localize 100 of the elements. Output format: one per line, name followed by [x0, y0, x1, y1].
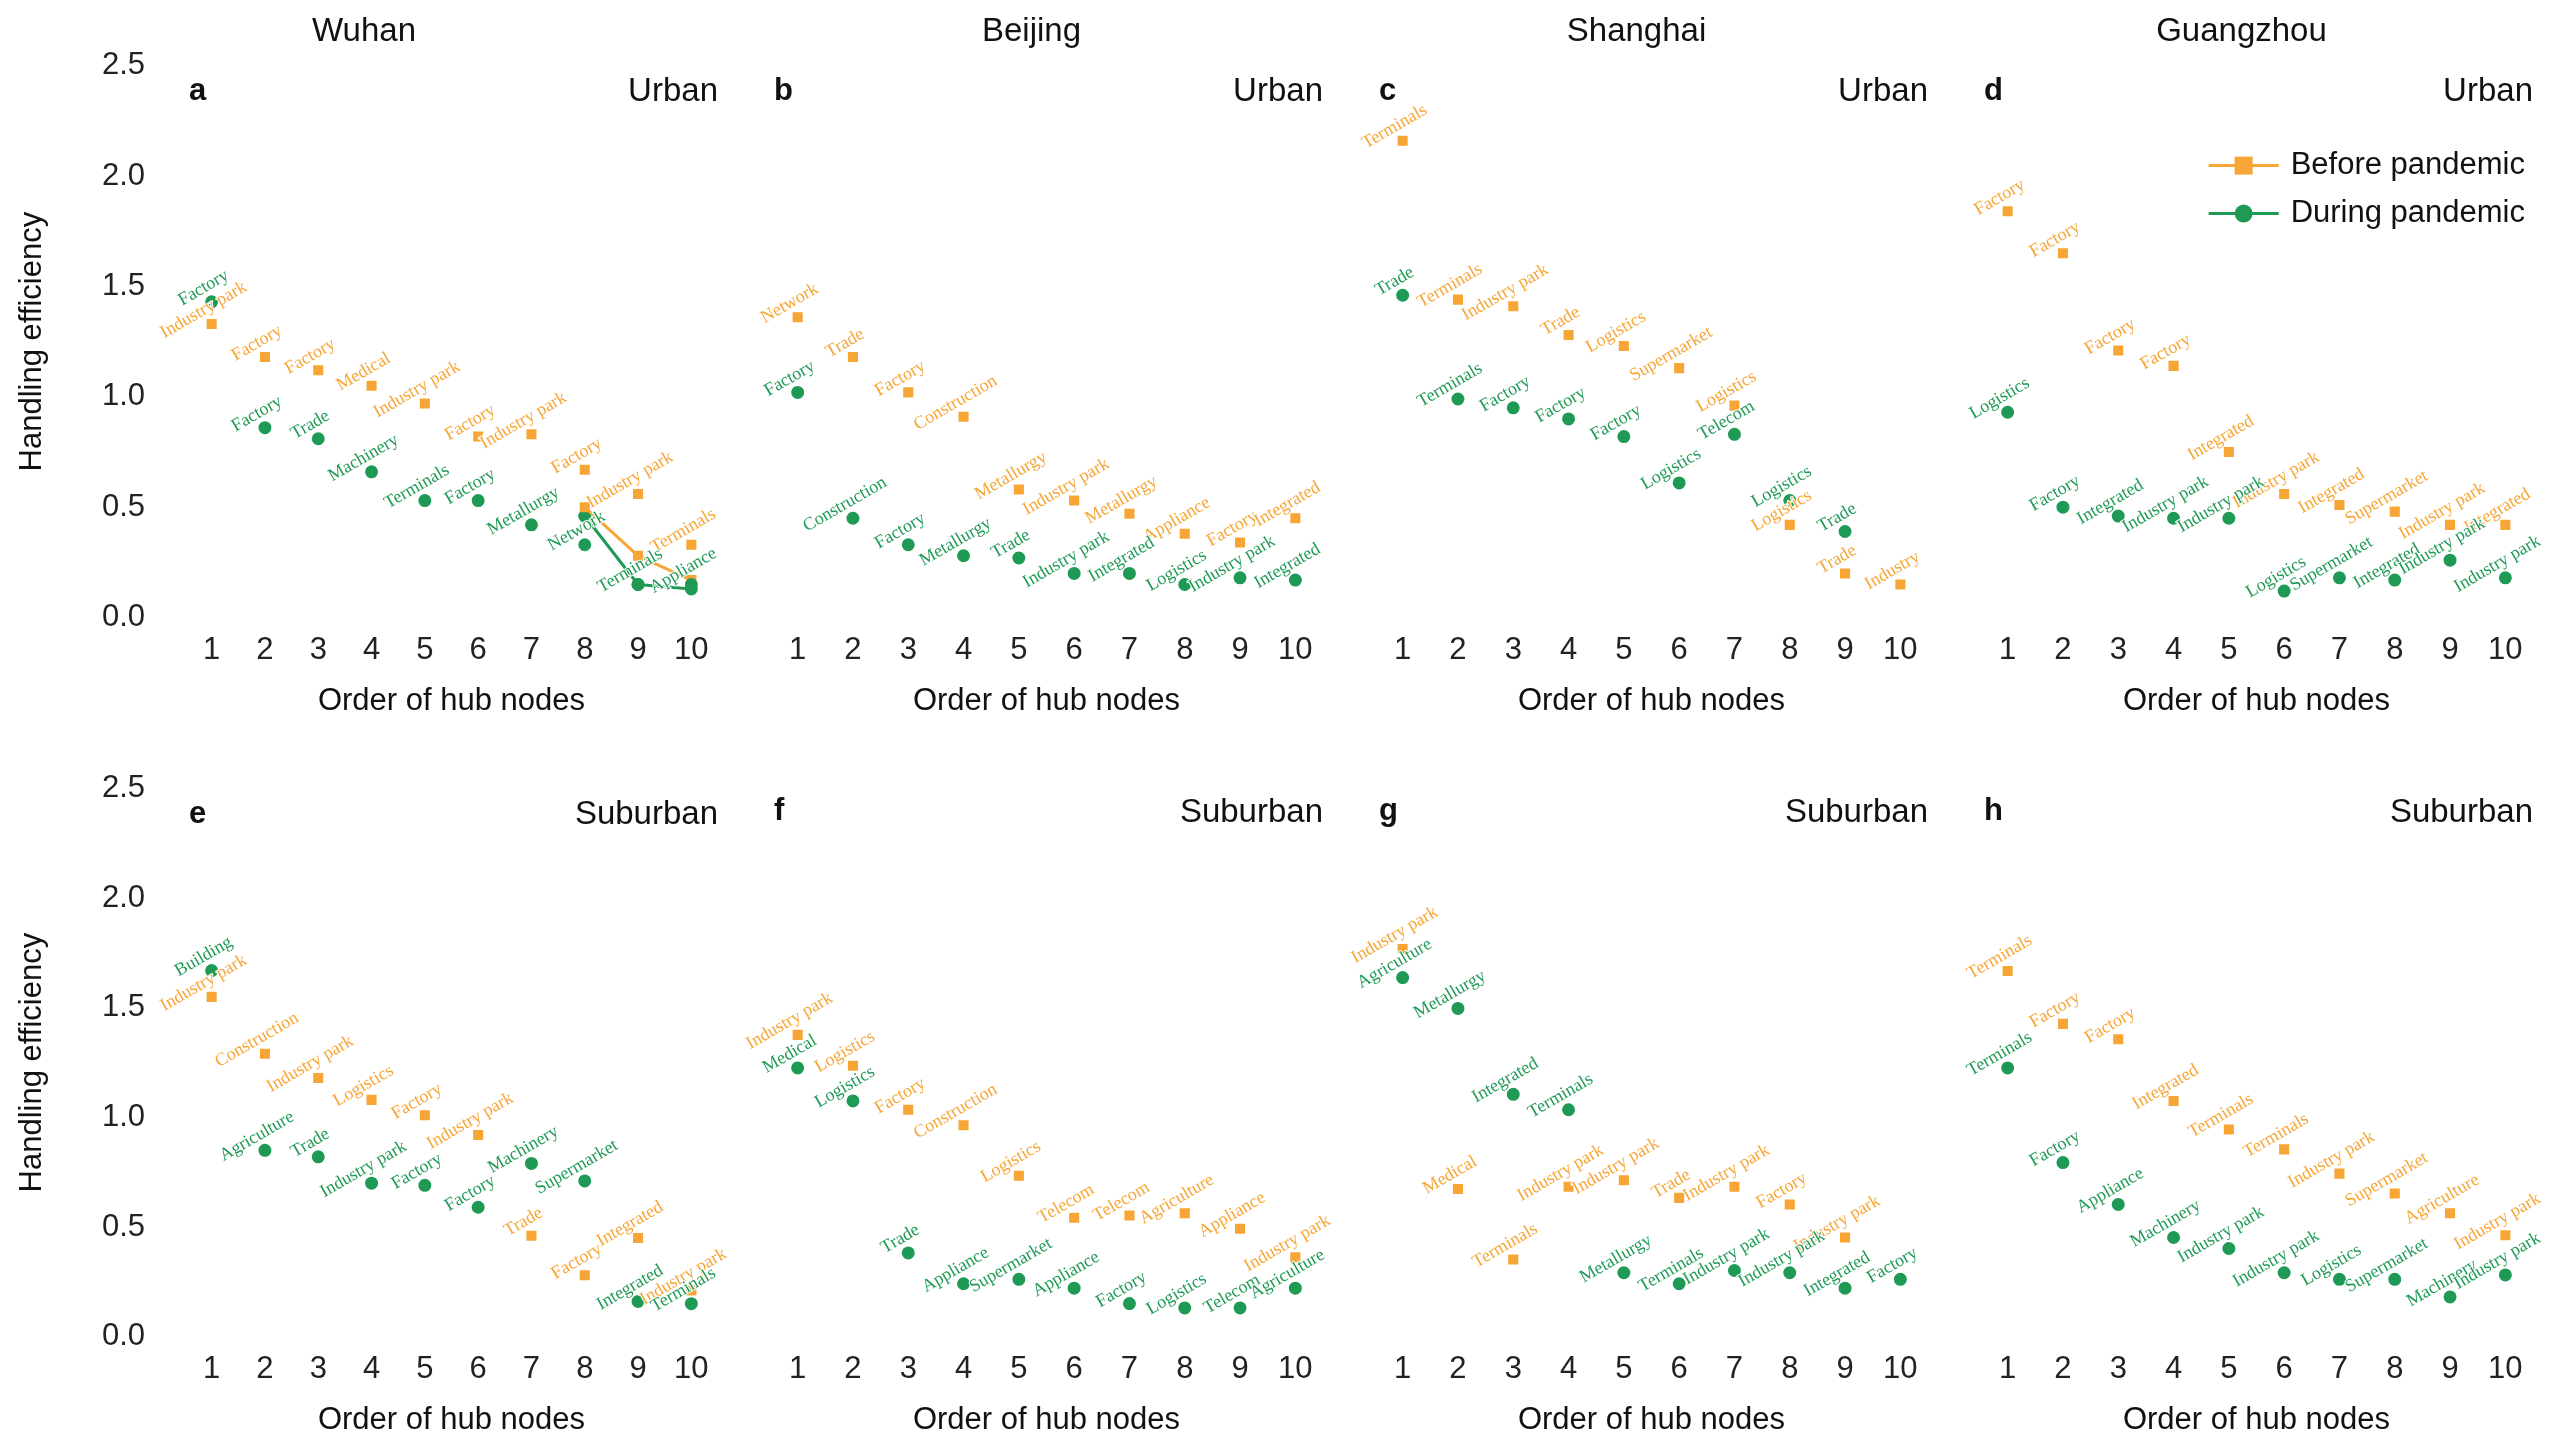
data-label: Trade	[876, 1218, 923, 1257]
x-axis-title: Order of hub nodes	[1517, 1400, 1786, 1436]
chart-title: Beijing	[981, 10, 1082, 48]
x-tick-label: 6	[2275, 1349, 2293, 1385]
annotation: Suburban	[574, 794, 718, 832]
x-axis-title: Order of hub nodes	[2122, 1400, 2391, 1436]
x-tick-label: 10	[1278, 1349, 1313, 1385]
x-tick-label: 4	[362, 1349, 381, 1385]
x-tick-label: 9	[1231, 630, 1249, 666]
annotation: b	[774, 71, 793, 107]
legend-label: Before pandemic	[2290, 146, 2526, 182]
x-tick-label: 6	[469, 630, 487, 666]
x-axis-title: Order of hub nodes	[317, 1400, 586, 1436]
x-tick-label: 5	[1010, 1349, 1028, 1385]
y-tick-label: 1.0	[101, 377, 145, 413]
x-tick-label: 7	[1725, 630, 1744, 666]
x-tick-label: 4	[2164, 1349, 2183, 1385]
x-axis-title: Order of hub nodes	[912, 681, 1181, 717]
data-label: Trade	[821, 323, 868, 362]
data-label: Trade	[1813, 539, 1860, 578]
x-tick-label: 9	[629, 630, 647, 666]
annotation: h	[1984, 792, 2003, 828]
annotation: a	[189, 71, 207, 107]
x-tick-label: 9	[1231, 1349, 1249, 1385]
chart-title: Guangzhou	[2156, 10, 2327, 48]
annotation: Urban	[1838, 71, 1928, 109]
x-tick-label: 6	[1670, 1349, 1688, 1385]
y-tick-label: 0.5	[101, 487, 145, 523]
annotation: Suburban	[2389, 791, 2533, 829]
x-tick-label: 2	[256, 1349, 274, 1385]
annotation: Urban	[2443, 71, 2533, 109]
y-tick-label: 0.5	[101, 1207, 145, 1243]
x-tick-label: 3	[899, 1349, 917, 1385]
x-tick-label: 8	[1781, 630, 1799, 666]
chart-title: Wuhan	[312, 10, 416, 48]
x-tick-label: 9	[629, 1349, 647, 1385]
x-tick-label: 4	[362, 630, 381, 666]
x-tick-label: 1	[203, 630, 221, 666]
x-tick-label: 5	[416, 1349, 434, 1385]
x-axis-title: Order of hub nodes	[912, 1400, 1181, 1436]
x-tick-label: 1	[1999, 1349, 2017, 1385]
x-tick-label: 10	[2488, 630, 2523, 666]
x-tick-label: 1	[1394, 630, 1412, 666]
x-tick-label: 8	[2386, 1349, 2404, 1385]
x-tick-label: 7	[2330, 1349, 2349, 1385]
annotation: Urban	[628, 71, 718, 109]
x-axis-title: Order of hub nodes	[2122, 681, 2391, 717]
x-tick-label: 1	[1394, 1349, 1412, 1385]
x-tick-label: 3	[899, 630, 917, 666]
x-tick-label: 8	[1781, 1349, 1799, 1385]
x-tick-label: 8	[576, 630, 594, 666]
x-tick-label: 6	[1065, 630, 1083, 666]
x-tick-label: 10	[674, 1349, 709, 1385]
annotation: f	[774, 792, 785, 828]
x-tick-label: 5	[1010, 630, 1028, 666]
x-tick-label: 4	[1559, 1349, 1578, 1385]
x-tick-label: 2	[844, 1349, 862, 1385]
y-tick-label: 2.5	[101, 46, 145, 82]
x-tick-label: 2	[2054, 1349, 2072, 1385]
x-tick-label: 8	[1176, 1349, 1194, 1385]
x-tick-label: 10	[1883, 630, 1918, 666]
y-tick-label: 1.0	[101, 1097, 145, 1133]
x-tick-label: 7	[1120, 1349, 1139, 1385]
x-tick-label: 3	[309, 630, 327, 666]
y-tick-label: 1.5	[101, 266, 145, 302]
x-tick-label: 3	[309, 1349, 327, 1385]
x-tick-label: 5	[2220, 1349, 2238, 1385]
y-tick-label: 0.0	[101, 598, 145, 634]
x-tick-label: 8	[2386, 630, 2404, 666]
annotation: c	[1379, 71, 1397, 107]
x-tick-label: 2	[1449, 1349, 1467, 1385]
x-tick-label: 3	[1504, 1349, 1522, 1385]
x-tick-label: 9	[2441, 1349, 2459, 1385]
x-tick-label: 5	[416, 630, 434, 666]
x-tick-label: 8	[576, 1349, 594, 1385]
y-axis-title: Handling efficiency	[13, 932, 49, 1193]
x-tick-label: 10	[2488, 1349, 2523, 1385]
annotation: d	[1984, 71, 2003, 107]
x-tick-label: 6	[1670, 630, 1688, 666]
x-tick-label: 10	[674, 630, 709, 666]
annotation: e	[189, 794, 207, 830]
x-tick-label: 5	[2220, 630, 2238, 666]
x-tick-label: 2	[1449, 630, 1467, 666]
legend-label: During pandemic	[2290, 194, 2525, 230]
x-tick-label: 7	[522, 630, 541, 666]
x-tick-label: 9	[2441, 630, 2459, 666]
x-tick-label: 1	[203, 1349, 221, 1385]
data-label: Trade	[499, 1201, 546, 1240]
data-label: Trade	[1813, 497, 1860, 536]
x-tick-label: 7	[2330, 630, 2349, 666]
y-tick-label: 2.5	[101, 769, 145, 805]
y-tick-label: 2.0	[101, 878, 145, 914]
annotation: Suburban	[1179, 791, 1323, 829]
annotation: g	[1379, 792, 1398, 828]
data-label: Trade	[1537, 301, 1583, 340]
x-tick-label: 7	[1725, 1349, 1744, 1385]
x-tick-label: 1	[1999, 630, 2017, 666]
x-tick-label: 9	[1836, 630, 1854, 666]
x-tick-label: 3	[1504, 630, 1522, 666]
annotation: Suburban	[1784, 791, 1928, 829]
